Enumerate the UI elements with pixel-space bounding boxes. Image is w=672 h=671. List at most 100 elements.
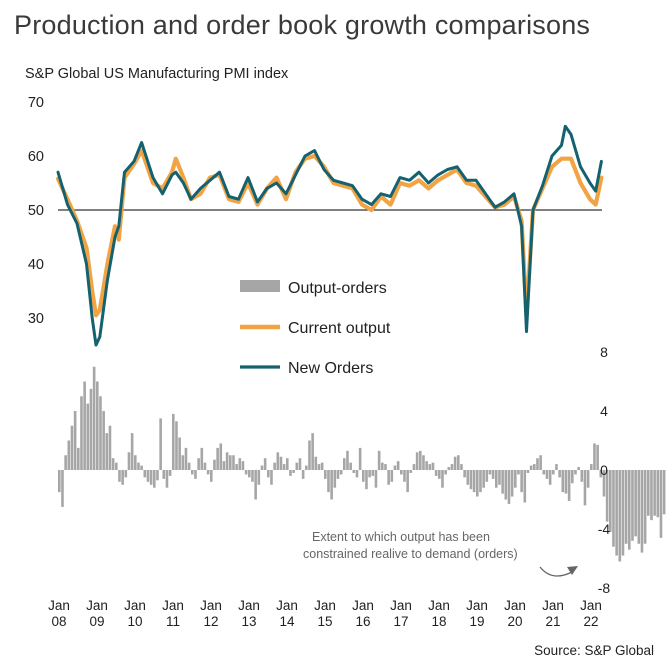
diff-bar: [536, 458, 539, 470]
diff-bar: [377, 450, 381, 470]
diff-bar: [168, 470, 172, 476]
diff-bar: [83, 381, 86, 470]
diff-bar: [612, 470, 615, 547]
legend-label: Output-orders: [288, 280, 387, 297]
diff-bar: [159, 418, 162, 471]
diff-bar: [583, 470, 587, 506]
diff-bar: [495, 470, 498, 488]
diff-bar: [89, 388, 93, 471]
diff-bar: [229, 455, 232, 470]
diff-bar: [330, 470, 333, 500]
diff-bar: [64, 455, 67, 470]
diff-bar: [434, 470, 438, 476]
diff-bar: [200, 447, 204, 471]
diff-bar: [260, 465, 264, 470]
diff-bar: [643, 470, 647, 544]
diff-bar: [647, 470, 650, 516]
diff-bar: [127, 452, 131, 470]
diff-bar: [412, 464, 416, 470]
diff-bar: [162, 470, 166, 479]
diff-bar: [61, 470, 64, 507]
diff-bar: [400, 470, 403, 475]
diff-axis-tick-label: 8: [600, 344, 608, 360]
diff-bar: [339, 470, 343, 475]
x-tick-label-year: 18: [431, 614, 446, 629]
diff-bar: [298, 458, 302, 470]
diff-bar: [428, 464, 432, 470]
x-tick-label-year: 11: [166, 614, 180, 629]
diff-bar: [488, 470, 492, 475]
diff-bar: [102, 411, 105, 470]
x-tick-label-month: Jan: [48, 598, 70, 613]
x-tick-label-month: Jan: [542, 598, 564, 613]
diff-bar: [324, 470, 327, 479]
diff-bar: [463, 470, 466, 478]
diff-bar: [203, 462, 207, 471]
diff-bar: [482, 470, 485, 488]
diff-bar: [178, 437, 181, 470]
diff-bar: [317, 464, 321, 470]
diff-bar: [590, 464, 593, 470]
diff-bar: [194, 470, 197, 479]
diff-bar: [267, 470, 270, 478]
diff-bar: [656, 470, 660, 518]
diff-bar: [621, 470, 625, 556]
diff-bar: [80, 396, 83, 470]
diff-bar: [491, 470, 495, 479]
diff-bar: [472, 470, 476, 493]
diff-bar: [650, 470, 653, 521]
diff-bar: [124, 470, 128, 478]
diff-bar: [599, 470, 603, 478]
chart-subtitle: S&P Global US Manufacturing PMI index: [25, 66, 289, 82]
diff-bar: [545, 470, 549, 479]
diff-bar: [235, 464, 238, 470]
diff-bar: [197, 458, 200, 470]
diff-bar: [555, 464, 558, 470]
x-tick-label-month: Jan: [162, 598, 184, 613]
diff-bar: [558, 470, 561, 478]
diff-bar: [184, 447, 188, 471]
diff-bar: [99, 396, 102, 470]
diff-bar: [567, 470, 571, 501]
diff-bar: [409, 470, 413, 473]
x-tick-label-year: 09: [89, 614, 104, 629]
x-tick-label-month: Jan: [276, 598, 298, 613]
diff-bar: [441, 470, 444, 488]
chart-title: Production and order book growth compari…: [14, 10, 591, 40]
x-tick-label-year: 19: [469, 614, 484, 629]
diff-bar: [358, 447, 362, 471]
x-tick-label-year: 22: [583, 614, 598, 629]
diff-bar: [561, 470, 565, 493]
diff-bar: [58, 470, 61, 493]
diff-bar: [346, 450, 349, 470]
diff-bar: [191, 470, 194, 475]
diff-bar: [241, 461, 245, 470]
diff-bar: [393, 465, 397, 470]
diff-bar: [232, 455, 235, 470]
diff-bar: [466, 470, 470, 485]
diff-bar: [371, 470, 375, 476]
diff-bar: [273, 462, 276, 471]
diff-bar: [406, 470, 409, 493]
x-tick-label-year: 15: [317, 614, 332, 629]
diff-bar: [628, 470, 631, 550]
diff-bar: [390, 470, 394, 482]
diff-bar: [333, 470, 337, 488]
diff-bar: [514, 470, 517, 488]
x-tick-label-month: Jan: [314, 598, 336, 613]
x-tick-label-month: Jan: [352, 598, 374, 613]
diff-bar: [542, 470, 546, 475]
diff-bar: [222, 461, 226, 470]
legend-label: Current output: [288, 320, 391, 337]
diff-bar: [368, 470, 371, 478]
diff-bar: [438, 470, 441, 479]
diff-bar: [609, 470, 612, 532]
diff-bar: [425, 461, 428, 470]
diff-bar: [118, 470, 121, 482]
diff-bar: [257, 470, 261, 485]
pmi-axis-tick-label: 30: [28, 311, 44, 327]
diff-bar: [586, 470, 590, 488]
diff-bar: [580, 470, 584, 482]
diff-bar: [529, 465, 533, 470]
